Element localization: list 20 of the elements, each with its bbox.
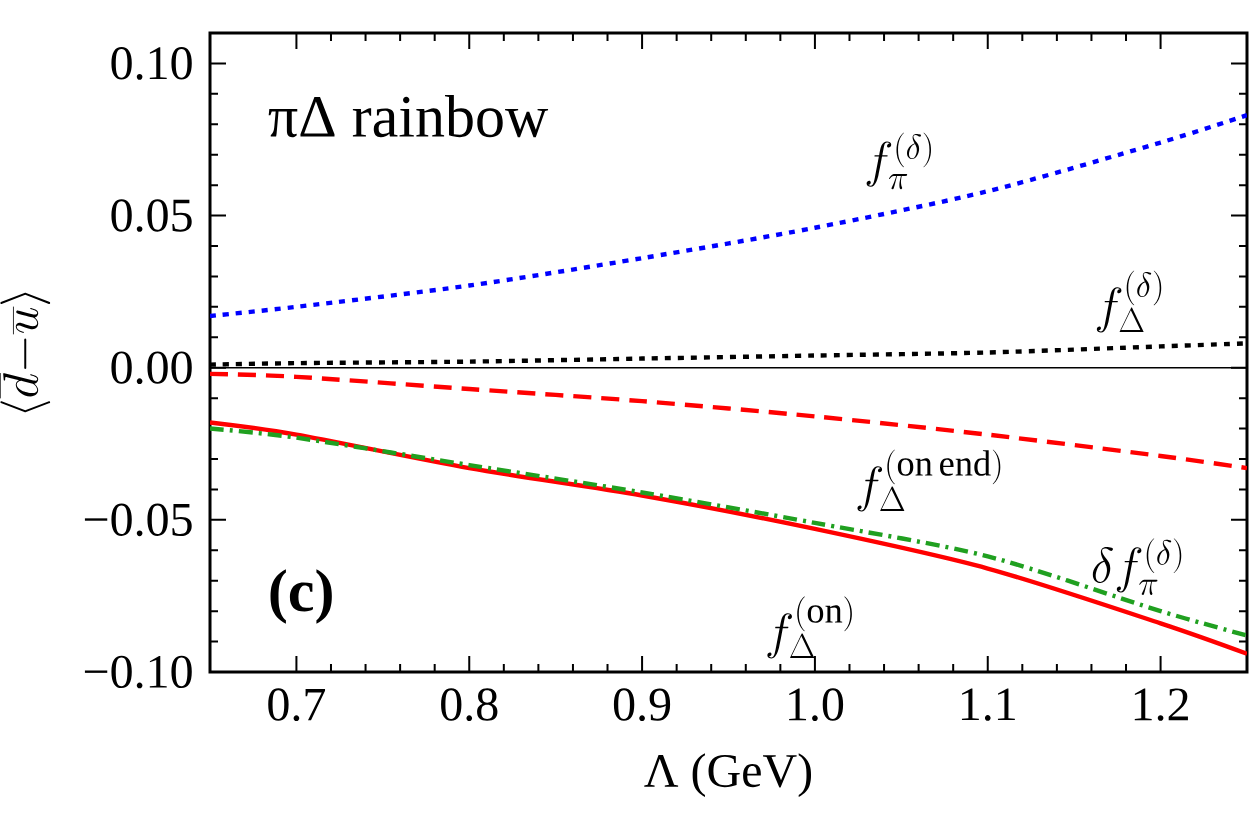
x-axis-title: Λ (GeV) bbox=[644, 753, 812, 797]
y-tick-label: 0.05 bbox=[111, 199, 192, 232]
x-tick-label: 1.1 bbox=[961, 688, 1015, 721]
series-label: $f_{\Delta}^{(\delta)}$ bbox=[1096, 270, 1162, 333]
text: πΔ rainbow bbox=[268, 94, 549, 138]
y-tick-label: 0.00 bbox=[111, 351, 192, 385]
y-tick-label: −0.05 bbox=[84, 503, 192, 537]
annotation: (c) bbox=[270, 569, 332, 624]
x-tick-label: 1.0 bbox=[789, 688, 844, 721]
x-tick-label: 0.9 bbox=[613, 688, 671, 721]
series-label: $f_{\Delta}^{(\mathrm{on\,end})}$ bbox=[857, 449, 1001, 512]
text: $f_{\Delta}^{(\mathrm{on})}$ bbox=[767, 596, 852, 659]
series-label: $\delta f_{\pi}^{(\delta)}$ bbox=[1092, 538, 1182, 596]
x-tick-label: 0.8 bbox=[441, 688, 498, 721]
y-tick-label: 0.10 bbox=[111, 47, 192, 80]
series-label: $f_{\pi}^{(\delta)}$ bbox=[866, 132, 931, 190]
x-tick-label: 0.7 bbox=[268, 688, 326, 721]
y-tick-label: −0.10 bbox=[84, 655, 192, 689]
x-tick-label: 1.2 bbox=[1134, 688, 1188, 721]
y-axis-title: $\langle \overline{d}{-}\overline{u}\rangle$ bbox=[0, 292, 51, 413]
